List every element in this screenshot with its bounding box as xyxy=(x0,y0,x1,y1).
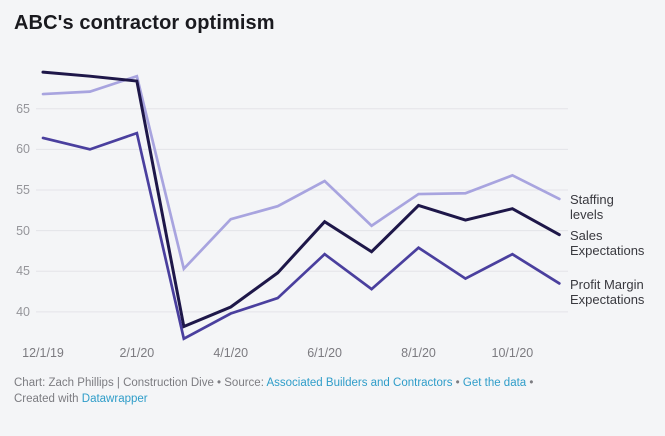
footer-line-1: Chart: Zach Phillips | Construction Dive… xyxy=(14,375,654,391)
x-axis-label-4-1-20: 4/1/20 xyxy=(213,346,249,360)
series-line-staffing-levels[interactable] xyxy=(41,74,561,272)
footer-line-2: Created with Datawrapper xyxy=(14,391,654,407)
y-axis-label-55: 55 xyxy=(16,182,30,197)
y-axis-label-45: 45 xyxy=(16,264,30,279)
y-axis-label-50: 50 xyxy=(16,223,30,238)
footer-credit-text: Chart: Zach Phillips | Construction Dive… xyxy=(14,377,267,389)
created-with-text: Created with xyxy=(14,393,82,405)
y-axis-label-60: 60 xyxy=(16,142,30,157)
series-label-profit-margin-expectations: Profit Margin Expectations xyxy=(570,276,645,307)
datawrapper-link[interactable]: Datawrapper xyxy=(81,393,148,405)
chart-title: ABC's contractor optimism xyxy=(14,12,275,34)
chart-footer: Chart: Zach Phillips | Construction Dive… xyxy=(14,375,654,407)
footer-separator-2: • xyxy=(526,377,534,389)
series-label-staffing-levels: Staffing levels xyxy=(570,192,614,223)
x-axis-label-12-1-19: 12/1/19 xyxy=(22,346,64,360)
x-axis-label-6-1-20: 6/1/20 xyxy=(307,346,342,360)
y-axis-label-65: 65 xyxy=(16,101,30,116)
series-line-sales-expectations[interactable] xyxy=(41,70,561,329)
x-axis-label-8-1-20: 8/1/20 xyxy=(401,346,436,360)
series-line-profit-margin-expectations[interactable] xyxy=(41,131,561,341)
source-link[interactable]: Associated Builders and Contractors xyxy=(266,377,453,389)
x-axis-label-10-1-20: 10/1/20 xyxy=(491,346,534,360)
y-axis-label-40: 40 xyxy=(16,304,30,319)
footer-separator: • xyxy=(452,377,463,389)
x-axis-label-2-1-20: 2/1/20 xyxy=(119,346,155,360)
line-chart-plot xyxy=(36,70,568,341)
series-label-sales-expectations: Sales Expectations xyxy=(570,228,645,259)
get-the-data-link[interactable]: Get the data xyxy=(462,377,527,389)
